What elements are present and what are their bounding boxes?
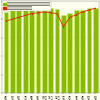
Bar <box>42 7 47 93</box>
Bar <box>74 10 79 93</box>
Bar <box>80 10 85 93</box>
Bar <box>29 4 34 93</box>
Bar <box>68 13 72 93</box>
Bar <box>55 9 60 93</box>
Bar <box>16 7 21 93</box>
Bar <box>4 12 8 93</box>
Bar <box>48 8 53 93</box>
Bar <box>10 8 15 93</box>
Bar <box>23 6 28 93</box>
Bar <box>36 9 40 93</box>
Bar <box>61 15 66 93</box>
Bar <box>87 8 92 93</box>
Legend: 高速道路交通量（基点との比率・対前年同期比）, ガソリン価格（レギュラー）: 高速道路交通量（基点との比率・対前年同期比）, ガソリン価格（レギュラー） <box>2 1 51 11</box>
Bar <box>93 8 98 93</box>
